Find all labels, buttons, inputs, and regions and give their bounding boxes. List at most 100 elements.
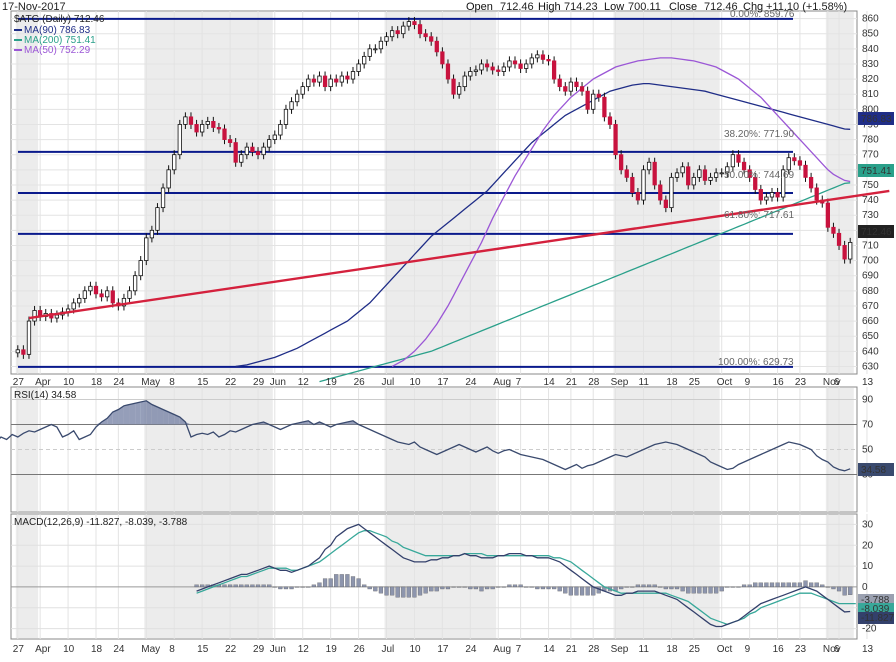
candle-body (551, 60, 557, 80)
macd-histogram-bar (848, 586, 853, 595)
macd-histogram-bar (663, 586, 668, 590)
candle-body (54, 314, 60, 319)
macd-histogram-bar (227, 584, 233, 588)
macd-histogram-bar (295, 586, 300, 588)
macd-histogram-bar (490, 586, 495, 590)
candle-body (607, 116, 613, 125)
macd-histogram-bar (619, 586, 624, 590)
macd-line-badge-text: -11.827 (861, 613, 895, 624)
candle-body (507, 60, 512, 68)
candle-body (71, 302, 76, 310)
macd-histogram-bar (808, 582, 814, 588)
candle-body (613, 124, 618, 156)
candle-body (233, 142, 238, 163)
macd-histogram-bar (429, 586, 434, 592)
candle-body (15, 349, 20, 354)
candle-body (702, 169, 708, 181)
x-tick-label: 23 (795, 377, 807, 388)
month-shade (825, 515, 854, 638)
macd-histogram-bar (501, 586, 506, 588)
x-tick-label: 18 (666, 377, 678, 388)
macd-histogram-bar (194, 584, 199, 588)
price-tick-label: 820 (862, 74, 879, 85)
rsi-legend: RSI(14) 34.58 (14, 390, 77, 401)
x-tick-label: 7 (516, 377, 522, 388)
candle-body (244, 146, 249, 156)
x-tick-label: 24 (113, 377, 125, 388)
candle-body (719, 172, 724, 175)
price-tick-label: 700 (862, 256, 879, 267)
candle-body (529, 57, 534, 65)
macd-histogram-bar (652, 584, 657, 588)
x-tick-label: 11 (639, 377, 650, 388)
macd-histogram-bar (820, 584, 825, 588)
macd-histogram-bar (646, 584, 652, 588)
candle-body (328, 78, 333, 88)
x-tick-label: 10 (63, 644, 75, 655)
last-price-badge: 712.46 (858, 225, 894, 238)
macd-histogram-bar (775, 582, 780, 588)
candle-body (758, 189, 763, 201)
x-tick-label: Oct (717, 377, 733, 388)
macd-histogram-bar (825, 586, 830, 588)
ma200-line (319, 182, 851, 383)
candle-body (501, 66, 506, 72)
macd-histogram-bar (462, 586, 467, 588)
candle-body (267, 139, 272, 148)
candle-body (658, 184, 663, 201)
red-trendline (28, 189, 890, 320)
macd-histogram-bar (792, 582, 797, 588)
chg-label: Chg (743, 1, 763, 13)
macd-histogram-bar (624, 586, 629, 588)
candle-body (786, 157, 791, 171)
price-tick-label: 740 (862, 195, 879, 206)
x-tick-label: 24 (113, 644, 125, 655)
macd-histogram-bar (669, 586, 674, 590)
open-value: 712.46 (500, 1, 534, 13)
candle-body (440, 51, 445, 65)
candle-body (88, 285, 93, 292)
macd-histogram-bar (753, 582, 758, 588)
candle-body (362, 55, 367, 65)
candle-body (132, 275, 138, 292)
x-tick-label: 14 (544, 644, 556, 655)
x-tick-label: 25 (689, 644, 701, 655)
price-tick-label: 770 (862, 150, 879, 161)
macd-tick-label: 30 (862, 519, 874, 530)
candle-body (373, 48, 378, 51)
candle-body (596, 93, 601, 98)
macd-histogram-bar (518, 584, 523, 588)
candle-body (535, 54, 540, 59)
symbol-label: $ATG (Daily) 712.46 (14, 14, 105, 25)
price-tick-label: 690 (862, 271, 879, 282)
macd-histogram-bar (255, 584, 261, 588)
rsi-overbought-fill (157, 407, 164, 425)
rsi-overbought-fill (118, 405, 124, 425)
price-tick-label: 810 (862, 89, 879, 100)
candle-body (300, 86, 305, 95)
x-tick-label: 18 (91, 644, 103, 655)
macd-histogram-bar (557, 586, 562, 592)
macd-histogram-bar (535, 586, 540, 590)
candle-body (697, 169, 702, 178)
candle-body (490, 66, 495, 71)
candle-body (216, 127, 222, 130)
price-tick-label: 680 (862, 286, 879, 297)
rsi-overbought-fill (163, 409, 169, 425)
rsi-overbought-fill (129, 403, 136, 425)
macd-histogram-bar (708, 586, 713, 594)
x-tick-label: 10 (63, 377, 75, 388)
x-tick-label: 18 (666, 644, 678, 655)
candle-body (725, 166, 730, 174)
x-tick-label: Aug (493, 377, 511, 388)
price-tick-label: 860 (862, 14, 879, 25)
macd-histogram-bar (563, 586, 568, 594)
low-value: 700.11 (628, 1, 661, 13)
price-tick-label: 710 (862, 240, 879, 251)
macd-histogram-bar (322, 578, 328, 588)
x-tick-label: Jul (382, 377, 395, 388)
macd-histogram-bar (803, 580, 808, 588)
candle-body (317, 75, 322, 83)
x-tick-label: 27 (13, 377, 25, 388)
